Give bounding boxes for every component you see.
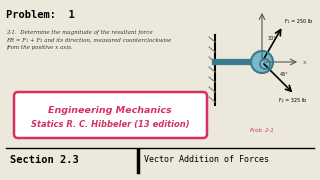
Text: 45°: 45° xyxy=(280,72,289,77)
Text: Prob. 2-1: Prob. 2-1 xyxy=(250,127,274,132)
Text: Vector Addition of Forces: Vector Addition of Forces xyxy=(144,156,269,165)
Text: F₁ = 250 lb: F₁ = 250 lb xyxy=(285,19,312,24)
Text: Problem:  1: Problem: 1 xyxy=(6,10,75,20)
Text: Engineering Mechanics: Engineering Mechanics xyxy=(48,105,172,114)
Text: 2-1.  Determine the magnitude of the resultant force
FR = F₁ + F₂ and its direct: 2-1. Determine the magnitude of the resu… xyxy=(6,30,172,50)
Text: 30°: 30° xyxy=(268,36,277,41)
Circle shape xyxy=(251,51,273,73)
Text: Statics R. C. Hibbeler (13 edition): Statics R. C. Hibbeler (13 edition) xyxy=(31,120,189,129)
Text: F₂ = 325 lb: F₂ = 325 lb xyxy=(279,98,306,103)
Text: Section 2.3: Section 2.3 xyxy=(10,155,79,165)
FancyBboxPatch shape xyxy=(14,92,207,138)
Text: x: x xyxy=(303,60,307,64)
